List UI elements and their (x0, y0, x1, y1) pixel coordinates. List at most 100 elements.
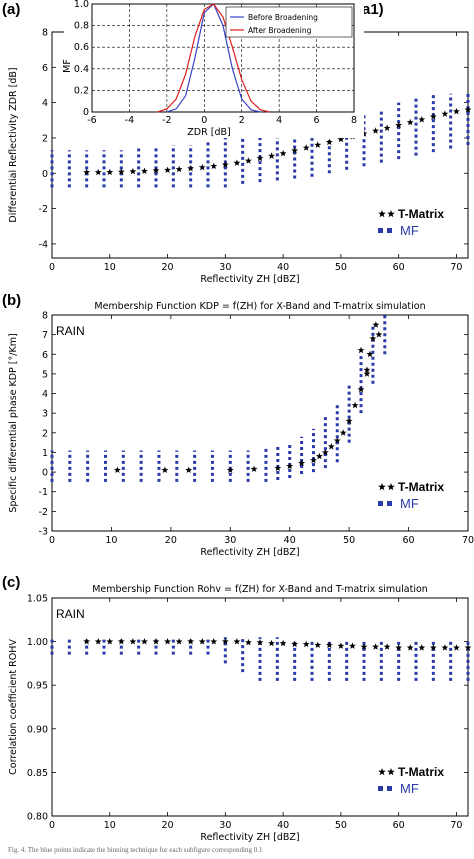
tmatrix-point (94, 638, 102, 645)
tmatrix-point (464, 644, 472, 651)
y-tick-label: -1 (39, 487, 48, 498)
y-tick-label: 0.80 (27, 812, 48, 823)
x-tick-label: 30 (224, 535, 236, 546)
tmatrix-point (94, 168, 102, 176)
tmatrix-point (141, 638, 148, 645)
x-tick-label: 70 (450, 262, 462, 273)
tmatrix-point (274, 464, 282, 472)
y-tick-label: 5 (42, 369, 48, 380)
panel-c-letter: (c) (2, 574, 20, 591)
tmatrix-point (233, 159, 241, 166)
x-tick-label: 60 (403, 535, 415, 546)
inset-x-tick-label: 4 (276, 115, 282, 126)
tmatrix-point (383, 124, 391, 131)
rain-annotation: RAIN (56, 324, 85, 338)
x-tick-label: 10 (104, 262, 116, 273)
tmatrix-point (327, 442, 335, 450)
tmatrix-point (337, 642, 345, 649)
y-tick-label: 4 (42, 389, 48, 400)
tmatrix-point (175, 638, 183, 645)
panel-b-letter: (b) (2, 292, 21, 309)
y-tick-label: 1.05 (27, 594, 48, 605)
legend-tmatrix-label: T-Matrix (398, 480, 444, 494)
tmatrix-point (117, 638, 125, 645)
figure-caption: Fig. 4. The blue points indicate the bin… (8, 846, 263, 854)
y-tick-label: -2 (39, 204, 48, 215)
x-tick-label: 20 (162, 820, 174, 831)
tmatrix-point (369, 334, 377, 342)
tmatrix-point (363, 370, 371, 377)
y-tick-label: -2 (39, 507, 48, 518)
tmatrix-point (185, 466, 193, 474)
tmatrix-point (357, 386, 365, 393)
tmatrix-point (291, 147, 299, 154)
tmatrix-point (291, 640, 299, 648)
tmatrix-point (129, 638, 137, 645)
legend-mf-swatch (378, 501, 383, 506)
legend-star-icon (378, 768, 386, 776)
x-tick-label: 70 (450, 820, 462, 831)
chart-a1-inset: -6 -4 -2 0 2 4 6 8 0 0.2 0.4 0.6 0.8 1.0 ZDR [dB] MF Bef… (62, 0, 364, 138)
legend-mf-swatch (387, 786, 392, 791)
y-tick-label: -3 (39, 527, 48, 538)
legend-mf-swatch (387, 228, 392, 233)
chart-title: Membership Function Rohv = f(ZH) for X-B… (92, 584, 428, 595)
y-tick-label: -4 (39, 239, 48, 250)
y-tick-label: 0 (42, 468, 48, 479)
tmatrix-point (83, 638, 91, 645)
y-tick-label: 0 (42, 169, 48, 180)
inset-x-tick-label: 6 (314, 115, 320, 126)
tmatrix-point (268, 639, 275, 647)
tmatrix-point (314, 641, 322, 648)
chart-title: Membership Function KDP = f(ZH) for X-Ba… (94, 301, 425, 312)
inset-y-tick-label: 0 (83, 107, 89, 118)
inset-series-line (157, 3, 270, 113)
tmatrix-point (418, 115, 426, 123)
tmatrix-point (245, 638, 252, 646)
y-tick-label: 1.00 (27, 637, 48, 648)
legend-mf-swatch (378, 228, 383, 233)
tmatrix-point (175, 165, 183, 173)
x-tick-label: 0 (49, 535, 55, 546)
tmatrix-point (321, 448, 329, 456)
plot-area-b (51, 314, 469, 532)
tmatrix-point (152, 167, 160, 174)
x-axis-label: Reflectivity ZH [dBZ] (200, 547, 299, 558)
tmatrix-point (429, 644, 437, 651)
y-axis-label: Differential Reflectivity ZDR [dB] (8, 67, 19, 222)
inset-x-tick-label: 8 (351, 115, 357, 126)
tmatrix-point (345, 417, 353, 424)
x-tick-label: 30 (219, 262, 231, 273)
inset-y-axis-label: MF (62, 59, 73, 73)
y-tick-label: 3 (42, 409, 48, 420)
tmatrix-point (210, 162, 218, 170)
x-axis-label: Reflectivity ZH [dBZ] (200, 274, 299, 285)
y-tick-label: 0.95 (27, 681, 48, 692)
tmatrix-point (325, 641, 333, 648)
tmatrix-point (129, 167, 137, 175)
tmatrix-point (360, 643, 368, 650)
inset-y-tick-label: 0.2 (74, 85, 89, 96)
x-tick-label: 40 (277, 262, 289, 273)
tmatrix-point (372, 127, 379, 134)
tmatrix-point (395, 644, 403, 651)
y-tick-label: 0.85 (27, 768, 48, 779)
inset-y-tick-label: 1.0 (74, 0, 89, 10)
tmatrix-point (245, 157, 252, 164)
x-axis-label: Reflectivity ZH [dBZ] (200, 832, 299, 843)
y-tick-label: 4 (42, 98, 48, 109)
chart-c: 0 10 20 30 40 50 60 70 0.80 0.85 0.90 0.95 1.00 1.05 R… (8, 584, 472, 843)
chart-b: 0 10 20 30 40 50 60 70 -3 -2 -1 0 1 2 3 4 5 6 7 8 Reflectivi… (8, 301, 474, 558)
tmatrix-point (316, 452, 323, 460)
legend-star-icon (378, 210, 386, 218)
tmatrix-point (337, 135, 345, 143)
tmatrix-point (302, 144, 310, 151)
y-axis-label: Specific differential phase KDP [°/Km] (8, 333, 19, 512)
x-tick-label: 40 (277, 820, 289, 831)
y-tick-label: 1 (42, 448, 48, 459)
tmatrix-point (233, 638, 241, 645)
inset-x-tick-label: -2 (162, 115, 171, 126)
tmatrix-point (152, 638, 160, 645)
rain-annotation: RAIN (56, 607, 85, 621)
